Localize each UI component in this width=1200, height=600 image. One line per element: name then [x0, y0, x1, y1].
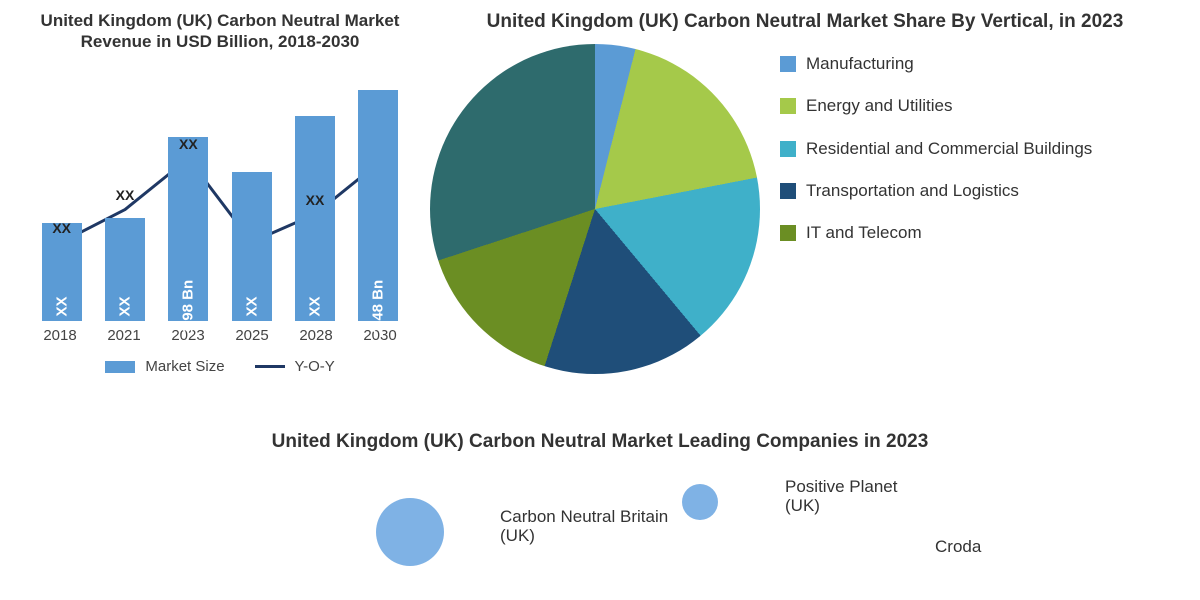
company-label: Carbon Neutral Britain(UK) [500, 507, 668, 546]
bar: XX [232, 172, 272, 321]
pie-legend-item: Transportation and Logistics [780, 181, 1092, 201]
pie-legend-label: IT and Telecom [806, 223, 922, 243]
legend-swatch-line [255, 365, 285, 368]
bar-value-label: 1.98 Bn [180, 279, 197, 332]
company-label: Positive Planet(UK) [785, 477, 897, 516]
pie-legend-label: Manufacturing [806, 54, 914, 74]
pie-legend-label: Energy and Utilities [806, 96, 952, 116]
pie-legend-item: Residential and Commercial Buildings [780, 139, 1092, 159]
bar-value-label: XX [307, 296, 324, 316]
pie-chart-panel: United Kingdom (UK) Carbon Neutral Marke… [430, 0, 1200, 430]
yoy-label: XX [306, 192, 325, 208]
pie-legend-swatch [780, 225, 796, 241]
xaxis-tick: 2018 [30, 327, 90, 344]
xaxis-tick: 2021 [94, 327, 154, 344]
bubble-chart-area: Carbon Neutral Britain(UK) Positive Plane… [40, 462, 1160, 572]
bar-chart-plot: XXXXXXXX1.98 BnXXXXXXXX2.48 Bn [30, 61, 410, 321]
bar: XX [295, 116, 335, 320]
bar-chart-title: United Kingdom (UK) Carbon Neutral Marke… [38, 10, 402, 53]
pie-legend: Manufacturing Energy and Utilities Residen… [780, 44, 1092, 244]
bubble-chart-panel: United Kingdom (UK) Carbon Neutral Marke… [0, 430, 1200, 572]
pie-legend-swatch [780, 56, 796, 72]
pie-legend-label: Residential and Commercial Buildings [806, 139, 1092, 159]
pie-legend-swatch [780, 183, 796, 199]
yoy-label: XX [116, 187, 135, 203]
bar-value-label: XX [117, 296, 134, 316]
pie-wrap [430, 44, 760, 374]
legend-label-market-size: Market Size [145, 358, 224, 375]
bar: 1.98 Bn [168, 137, 208, 321]
legend-swatch-bar [105, 361, 135, 373]
yoy-label: XX [179, 136, 198, 152]
company-label: Croda [935, 537, 981, 557]
bar-chart-xaxis: 201820212023202520282030 [30, 327, 410, 344]
pie-legend-label: Transportation and Logistics [806, 181, 1019, 201]
pie-legend-item: IT and Telecom [780, 223, 1092, 243]
pie-row: Manufacturing Energy and Utilities Residen… [430, 44, 1180, 374]
pie-legend-item: Manufacturing [780, 54, 1092, 74]
pie-circle [430, 44, 760, 374]
bubble-chart-title: United Kingdom (UK) Carbon Neutral Marke… [160, 430, 1040, 454]
pie-legend-swatch [780, 98, 796, 114]
bar: 2.48 Bn [358, 90, 398, 320]
bar-value-label: 2.48 Bn [370, 279, 387, 332]
legend-yoy: Y-O-Y [255, 358, 335, 375]
pie-chart-title: United Kingdom (UK) Carbon Neutral Marke… [470, 10, 1140, 34]
bar-value-label: XX [53, 296, 70, 316]
top-row: United Kingdom (UK) Carbon Neutral Marke… [0, 0, 1200, 430]
xaxis-tick: 2025 [222, 327, 282, 344]
company-bubble [376, 498, 444, 566]
yoy-label: XX [52, 220, 71, 236]
bar: XX [42, 223, 82, 321]
bar-value-label: XX [243, 296, 260, 316]
legend-label-yoy: Y-O-Y [294, 358, 334, 375]
pie-legend-item: Energy and Utilities [780, 96, 1092, 116]
xaxis-tick: 2028 [286, 327, 346, 344]
pie-legend-swatch [780, 141, 796, 157]
company-bubble [682, 484, 718, 520]
bar-chart-panel: United Kingdom (UK) Carbon Neutral Marke… [0, 0, 430, 430]
legend-market-size: Market Size [105, 358, 224, 375]
bar: XX [105, 218, 145, 320]
yoy-line [30, 61, 410, 321]
bar-chart-legend: Market Size Y-O-Y [20, 358, 420, 375]
